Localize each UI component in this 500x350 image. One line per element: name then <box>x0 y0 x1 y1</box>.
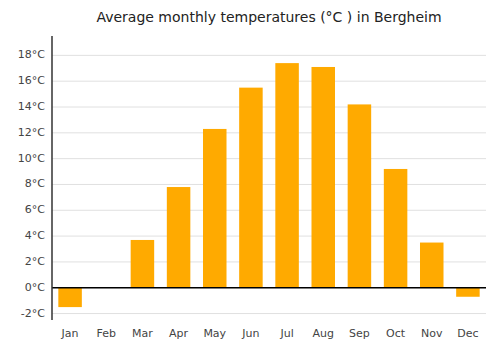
title: Average monthly temperatures (°C ) in Be… <box>96 9 441 25</box>
bar <box>348 104 372 287</box>
bar <box>239 88 263 288</box>
grid-line <box>52 81 486 82</box>
grid-line <box>52 107 486 108</box>
bar <box>384 169 408 288</box>
x-tick-label: Mar <box>132 327 153 340</box>
y-tick-label: 16°C <box>18 74 45 87</box>
bars <box>58 63 479 307</box>
y-tick-label: 0°C <box>25 281 45 294</box>
y-tick-label: 6°C <box>25 203 45 216</box>
x-tick-label: Jun <box>241 327 259 340</box>
bar <box>167 187 191 288</box>
grid-line <box>52 184 486 185</box>
zero-line <box>52 287 486 289</box>
y-axis-line <box>51 36 53 320</box>
bar <box>275 63 299 288</box>
y-tick-label: 18°C <box>18 48 45 61</box>
x-tick-label: Jul <box>279 327 293 340</box>
grid-line <box>52 236 486 237</box>
y-tick-label: 4°C <box>25 229 45 242</box>
bar <box>203 129 227 288</box>
y-tick-label: -2°C <box>21 307 45 320</box>
grid-line <box>52 210 486 211</box>
grid-line <box>52 287 486 288</box>
x-tick-label: Oct <box>386 327 406 340</box>
bar <box>456 288 480 297</box>
grid-line <box>52 158 486 159</box>
grid-line <box>52 313 486 314</box>
y-tick-label: 14°C <box>18 100 45 113</box>
chart: Average monthly temperatures (°C ) in Be… <box>0 0 500 350</box>
grid-line <box>52 132 486 133</box>
x-tick-label: Apr <box>169 327 189 340</box>
bar <box>420 243 444 288</box>
x-tick-labels: Jan Feb Mar Apr May Jun Jul Aug Sep Oct Nov Dec <box>61 327 479 340</box>
x-tick-label: Sep <box>349 327 370 340</box>
x-tick-label: May <box>203 327 226 340</box>
x-tick-label: Dec <box>457 327 478 340</box>
y-tick-label: 10°C <box>18 152 45 165</box>
bar <box>131 240 155 288</box>
y-tick-label: 12°C <box>18 126 45 139</box>
y-tick-label: 2°C <box>25 255 45 268</box>
bar <box>311 67 335 288</box>
y-tick-label: 8°C <box>25 177 45 190</box>
x-tick-label: Nov <box>421 327 443 340</box>
y-tick-labels: -2°C 0°C 2°C 4°C 6°C 8°C 10°C 12°C 14°C 16°C 18°C <box>18 48 45 319</box>
bar <box>58 288 82 307</box>
x-tick-label: Feb <box>97 327 116 340</box>
x-tick-label: Jan <box>61 327 79 340</box>
grid <box>52 55 486 313</box>
grid-line <box>52 55 486 56</box>
x-tick-label: Aug <box>313 327 334 340</box>
